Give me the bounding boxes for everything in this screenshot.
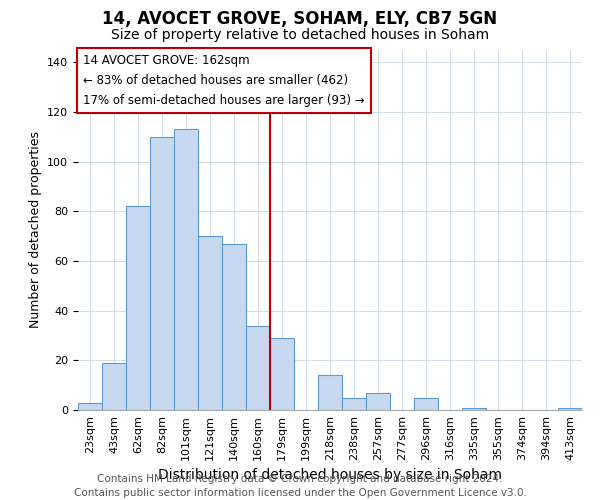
Bar [150,137,174,410]
Bar [318,375,342,410]
Bar [102,363,126,410]
Bar [270,338,294,410]
Text: Contains HM Land Registry data © Crown copyright and database right 2024.
Contai: Contains HM Land Registry data © Crown c… [74,474,526,498]
Text: 14 AVOCET GROVE: 162sqm
← 83% of detached houses are smaller (462)
17% of semi-d: 14 AVOCET GROVE: 162sqm ← 83% of detache… [83,54,365,106]
Bar [366,392,390,410]
X-axis label: Distribution of detached houses by size in Soham: Distribution of detached houses by size … [158,468,502,482]
Bar [198,236,222,410]
Bar [342,398,366,410]
Text: Size of property relative to detached houses in Soham: Size of property relative to detached ho… [111,28,489,42]
Bar [462,408,486,410]
Bar [174,130,198,410]
Bar [246,326,270,410]
Bar [222,244,246,410]
Y-axis label: Number of detached properties: Number of detached properties [29,132,41,328]
Bar [558,408,582,410]
Text: 14, AVOCET GROVE, SOHAM, ELY, CB7 5GN: 14, AVOCET GROVE, SOHAM, ELY, CB7 5GN [103,10,497,28]
Bar [126,206,150,410]
Bar [414,398,438,410]
Bar [78,402,102,410]
